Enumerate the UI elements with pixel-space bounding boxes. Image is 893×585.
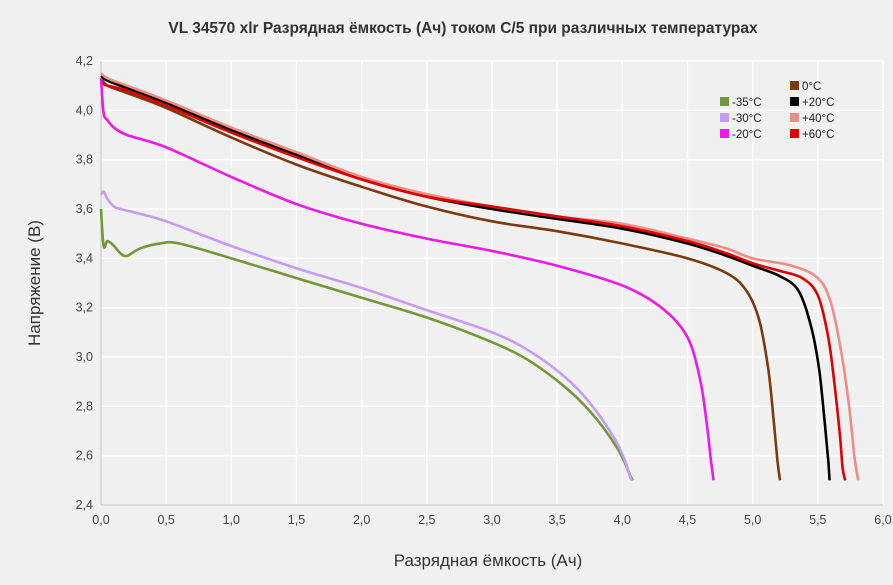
x-tick-label: 0,5 (157, 513, 174, 527)
y-axis-title: Напряжение (В) (25, 220, 44, 346)
series-line--30C (99, 190, 633, 481)
legend-label: -35°C (732, 97, 762, 109)
y-tick-label: 3,2 (76, 301, 93, 315)
x-tick-label: 3,5 (548, 513, 565, 527)
series-group (99, 72, 860, 481)
legend-label: 0°C (802, 81, 821, 93)
legend-swatch (720, 129, 729, 138)
legend-label: +60°C (802, 129, 834, 141)
x-tick-label: 1,5 (288, 513, 305, 527)
x-tick-label: 2,5 (418, 513, 435, 527)
grid (100, 60, 884, 506)
x-tick-label: 6,0 (874, 513, 891, 527)
x-tick-label: 5,0 (744, 513, 761, 527)
series-line-plus60C (100, 81, 847, 481)
x-tick-label: 3,0 (483, 513, 500, 527)
legend-label: +40°C (802, 113, 834, 125)
y-tick-label: 3,6 (76, 202, 93, 216)
y-tick-label: 2,8 (76, 399, 93, 413)
series-line-plus20C (100, 74, 831, 481)
x-tick-label: 4,5 (679, 513, 696, 527)
series-line-0C (99, 77, 782, 481)
legend-label: +20°C (802, 97, 834, 109)
y-tick-label: 3,8 (76, 153, 93, 167)
x-tick-label: 5,5 (809, 513, 826, 527)
legend-swatch (790, 81, 799, 90)
legend-swatch (790, 97, 799, 106)
y-tick-label: 2,6 (76, 449, 93, 463)
legend-swatch (790, 113, 799, 122)
x-tick-label: 1,0 (223, 513, 240, 527)
x-axis-title: Разрядная ёмкость (Ач) (394, 551, 583, 570)
x-tick-label: 2,0 (353, 513, 370, 527)
y-tick-label: 3,0 (76, 350, 93, 364)
legend-swatch (790, 129, 799, 138)
x-tick-label: 4,0 (614, 513, 631, 527)
y-tick-label: 4,0 (76, 103, 93, 117)
legend-swatch (720, 97, 729, 106)
series-line-plus40C (100, 72, 860, 481)
series-line--35C (99, 208, 634, 481)
chart-title: VL 34570 xlr Разрядная ёмкость (Ач) токо… (168, 20, 758, 37)
x-tick-label: 0,0 (92, 513, 109, 527)
legend: 0°C -35°C +20°C -30°C +40°C -20°C +60°C (720, 81, 834, 141)
series-line--20C (99, 78, 715, 481)
legend-label: -20°C (732, 129, 762, 141)
y-tick-label: 2,4 (76, 498, 93, 512)
y-tick-label: 4,2 (76, 54, 93, 68)
axes: 0,0 0,5 1,0 1,5 2,0 2,5 3,0 3,5 4,0 4,5 5,0 5,5 6,0 2… (76, 54, 892, 527)
legend-swatch (720, 113, 729, 122)
y-tick-label: 3,4 (76, 251, 93, 265)
legend-label: -30°C (732, 113, 762, 125)
